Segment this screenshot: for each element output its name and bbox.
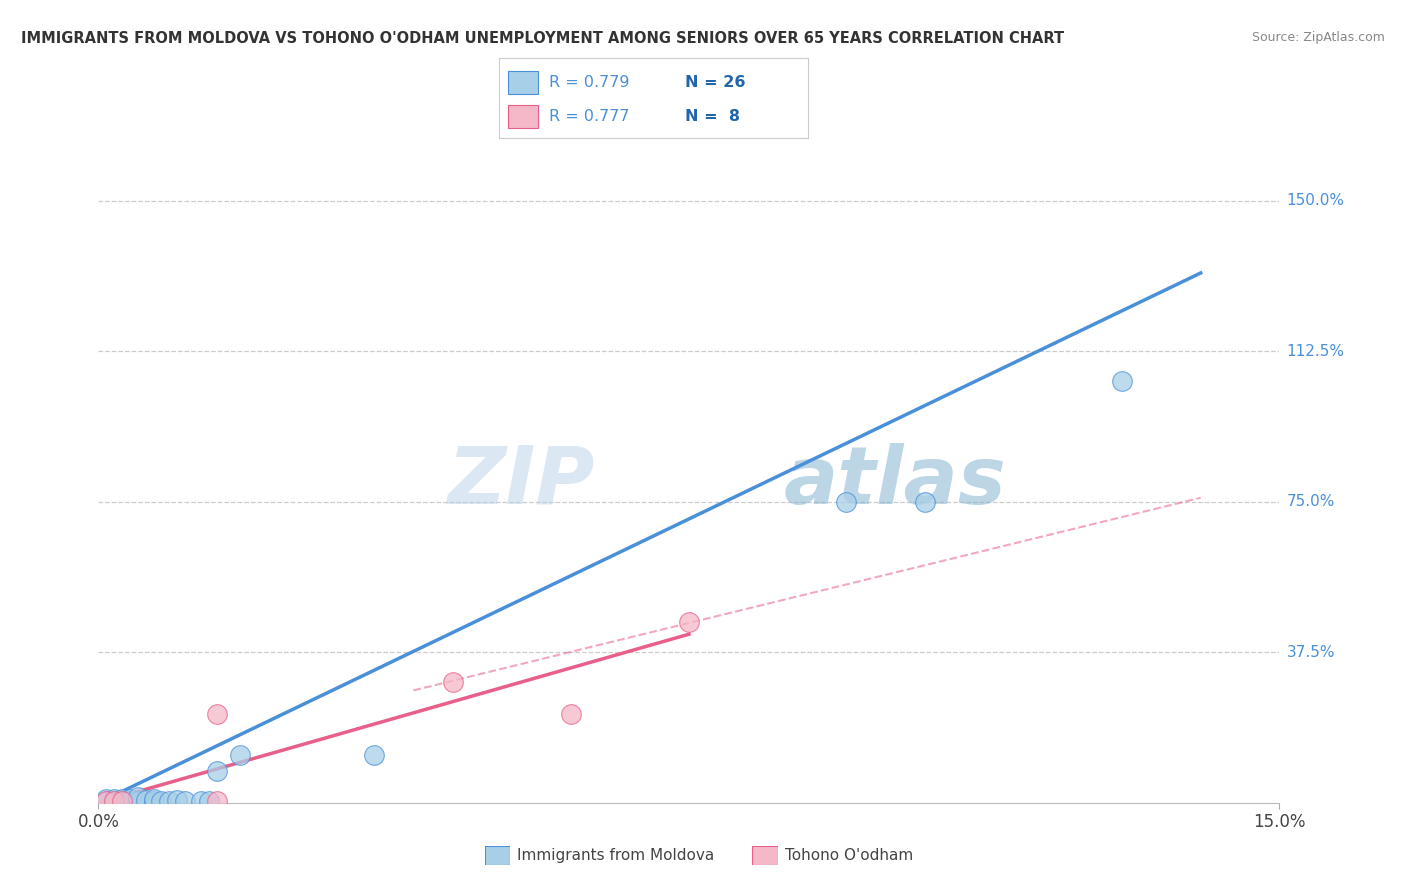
Point <box>103 794 125 808</box>
Text: Immigrants from Moldova: Immigrants from Moldova <box>517 848 714 863</box>
Text: Tohono O'odham: Tohono O'odham <box>785 848 912 863</box>
Point <box>914 494 936 508</box>
Point <box>111 792 134 806</box>
Point <box>127 789 149 804</box>
Point <box>678 615 700 630</box>
Text: R = 0.779: R = 0.779 <box>548 75 628 90</box>
Point <box>142 792 165 806</box>
Point <box>174 794 197 808</box>
Point <box>96 792 118 806</box>
Point <box>150 794 173 808</box>
Point <box>103 792 125 806</box>
Point <box>190 794 212 808</box>
Point <box>111 794 134 808</box>
Text: 75.0%: 75.0% <box>1286 494 1334 509</box>
Point <box>103 794 125 808</box>
Point <box>96 794 118 808</box>
Point <box>96 794 118 808</box>
Point <box>205 794 228 808</box>
Point <box>835 494 858 508</box>
Point <box>205 764 228 778</box>
Text: 112.5%: 112.5% <box>1286 343 1344 359</box>
Point <box>118 794 141 808</box>
Point <box>111 792 134 806</box>
Point <box>111 794 134 808</box>
Text: IMMIGRANTS FROM MOLDOVA VS TOHONO O'ODHAM UNEMPLOYMENT AMONG SENIORS OVER 65 YEA: IMMIGRANTS FROM MOLDOVA VS TOHONO O'ODHA… <box>21 31 1064 46</box>
Point <box>118 792 141 806</box>
Text: 37.5%: 37.5% <box>1286 645 1334 660</box>
Point <box>142 794 165 808</box>
Point <box>135 792 157 806</box>
Text: N =  8: N = 8 <box>685 109 740 124</box>
Text: atlas: atlas <box>783 442 1007 521</box>
Point <box>229 747 252 762</box>
Point <box>127 794 149 808</box>
FancyBboxPatch shape <box>509 104 537 128</box>
FancyBboxPatch shape <box>509 71 537 95</box>
Point <box>205 707 228 722</box>
Point <box>560 707 582 722</box>
Text: N = 26: N = 26 <box>685 75 745 90</box>
Point <box>157 794 180 808</box>
Point <box>166 792 188 806</box>
Text: Source: ZipAtlas.com: Source: ZipAtlas.com <box>1251 31 1385 45</box>
Text: R = 0.777: R = 0.777 <box>548 109 628 124</box>
Point <box>197 794 219 808</box>
Point <box>1111 375 1133 389</box>
Point <box>441 675 464 690</box>
Point <box>363 747 385 762</box>
Text: ZIP: ZIP <box>447 442 595 521</box>
Text: 150.0%: 150.0% <box>1286 194 1344 208</box>
